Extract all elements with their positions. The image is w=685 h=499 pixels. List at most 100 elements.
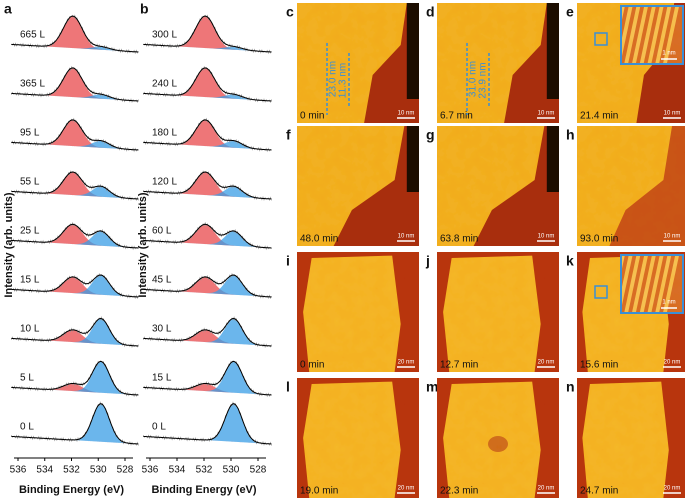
atom-row xyxy=(631,6,649,64)
stm-content xyxy=(437,3,559,123)
fit-envelope xyxy=(143,171,272,200)
raw-spectrum xyxy=(11,170,139,202)
time-label: 15.6 min xyxy=(580,360,618,371)
panel-label: g xyxy=(426,127,435,143)
panel-label: l xyxy=(286,379,290,395)
raw-spectrum xyxy=(143,170,272,202)
stm-content xyxy=(437,126,559,246)
x-axis-label: Binding Energy (eV) xyxy=(151,484,256,496)
scale-label: 10 nm xyxy=(664,111,681,117)
inset-marker xyxy=(594,32,608,46)
x-tick-label: 536 xyxy=(10,465,27,476)
time-label: 6.7 min xyxy=(440,111,473,122)
fit-envelope xyxy=(143,119,272,151)
scale-label: 10 nm xyxy=(538,111,555,117)
o1s-oh-peak xyxy=(11,16,139,53)
dose-label: 0 L xyxy=(152,422,166,433)
dimension-label: 23.9 nm xyxy=(478,62,489,98)
atom-row xyxy=(624,6,641,64)
o1s-oh-peak xyxy=(11,119,139,150)
panel-label: b xyxy=(140,1,149,17)
atom-row xyxy=(662,6,680,64)
time-label: 12.7 min xyxy=(440,360,478,371)
atom-row xyxy=(655,6,672,64)
stm-image xyxy=(297,126,419,246)
o1s-lattice-peak xyxy=(11,93,139,101)
island xyxy=(443,255,541,372)
edge xyxy=(406,126,419,192)
atom-row xyxy=(631,255,649,313)
stm-image xyxy=(437,126,559,246)
dimension-label: 11.3 nm xyxy=(338,63,349,98)
time-label: 22.3 min xyxy=(440,486,478,497)
scale-label: 20 nm xyxy=(664,360,681,366)
o1s-oh-peak xyxy=(143,329,272,346)
dimension-label: 31.0 nm xyxy=(468,61,479,97)
inset-frame xyxy=(620,254,684,314)
fit-envelope xyxy=(11,67,139,102)
stm-content xyxy=(297,252,419,372)
fit-envelope xyxy=(11,360,139,396)
inset-scale-label: 1 nm xyxy=(662,300,675,306)
fit-envelope xyxy=(143,67,272,102)
island xyxy=(303,255,401,372)
x-tick-label: 528 xyxy=(250,465,267,476)
stm-content xyxy=(297,126,419,246)
inset xyxy=(621,255,683,313)
dose-label: 60 L xyxy=(152,226,172,237)
time-label: 0 min xyxy=(300,111,324,122)
o1s-lattice-peak xyxy=(11,44,139,52)
o1s-lattice-peak xyxy=(11,318,139,346)
island xyxy=(582,381,669,498)
fit-envelope xyxy=(143,223,272,249)
fit-envelope xyxy=(11,274,139,298)
inset-scale-label: 1 nm xyxy=(662,51,675,57)
o1s-lattice-peak xyxy=(143,275,272,297)
stm-content xyxy=(577,378,685,498)
o1s-oh-peak xyxy=(143,67,272,101)
o1s-oh-peak xyxy=(11,329,139,346)
fit-envelope xyxy=(11,119,139,151)
fit-envelope xyxy=(143,274,272,298)
panel-label: k xyxy=(566,253,574,269)
panel-label: d xyxy=(426,4,435,20)
stm-image xyxy=(297,378,419,498)
panel-label: i xyxy=(286,253,290,269)
panel-label: e xyxy=(566,4,574,20)
x-axis-label: Binding Energy (eV) xyxy=(19,484,124,496)
time-label: 21.4 min xyxy=(580,111,618,122)
fit-envelope xyxy=(11,171,139,200)
o1s-oh-peak xyxy=(143,383,272,395)
edge xyxy=(406,3,419,99)
o1s-lattice-peak xyxy=(11,231,139,248)
fit-envelope xyxy=(143,15,272,53)
dose-label: 55 L xyxy=(20,177,40,188)
time-label: 19.0 min xyxy=(300,486,338,497)
o1s-lattice-peak xyxy=(143,403,272,444)
step-region xyxy=(473,126,559,246)
time-label: 63.8 min xyxy=(440,234,478,245)
stm-content xyxy=(577,126,685,246)
scale-label: 20 nm xyxy=(398,360,415,366)
stm-content xyxy=(297,378,419,498)
stm-content xyxy=(437,378,559,498)
scale-label: 20 nm xyxy=(664,486,681,492)
scale-label: 10 nm xyxy=(664,234,681,240)
stm-content xyxy=(297,3,419,123)
stm-image xyxy=(437,3,559,123)
dose-label: 665 L xyxy=(20,30,45,41)
y-axis-label: Intensity (arb. units) xyxy=(3,192,15,297)
panel-label: n xyxy=(566,379,575,395)
o1s-oh-peak xyxy=(11,172,139,199)
o1s-oh-peak xyxy=(11,383,139,395)
dose-label: 300 L xyxy=(152,30,177,41)
x-tick-label: 534 xyxy=(36,465,53,476)
stm-image xyxy=(577,378,685,498)
x-tick-label: 532 xyxy=(63,465,80,476)
raw-spectrum xyxy=(143,401,272,446)
panel-label: m xyxy=(426,379,438,395)
atom-row xyxy=(655,255,672,313)
stm-image xyxy=(297,252,419,372)
time-label: 0 min xyxy=(300,360,324,371)
